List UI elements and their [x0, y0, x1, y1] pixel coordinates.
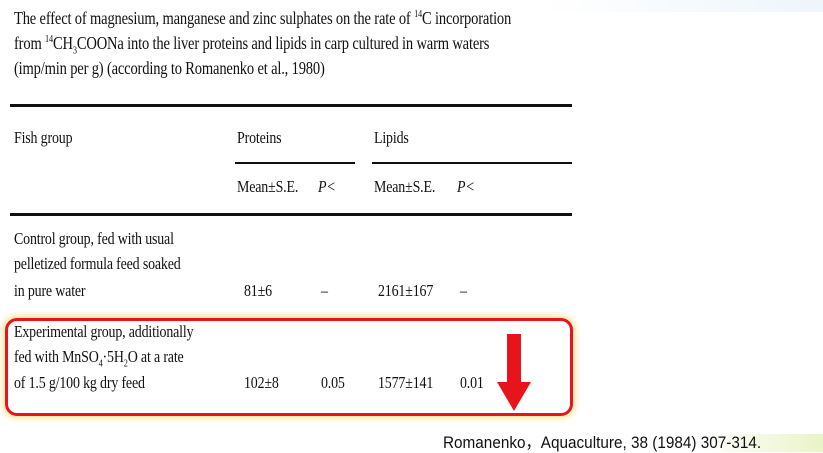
cell-protein-mean: 81±6: [244, 281, 272, 300]
background-tint: [703, 434, 823, 452]
row-group-text: Experimental group, additionally: [14, 322, 194, 341]
table-title-line: The effect of magnesium, manganese and z…: [14, 8, 512, 28]
cell-lipid-mean: 1577±141: [378, 373, 434, 392]
header-fish-group: Fish group: [14, 128, 73, 147]
background-tint: [543, 0, 823, 12]
row-group-text: fed with MnSO4·5H2O at a rate: [14, 347, 184, 370]
top-rule: [10, 104, 572, 107]
highlight-box: [5, 318, 573, 416]
row-group-text: in pure water: [14, 281, 86, 300]
down-arrow-icon: [497, 334, 531, 411]
proteins-rule: [235, 162, 355, 164]
cell-lipid-p: 0.01: [460, 373, 484, 392]
header-lipid-mean: Mean±S.E.: [374, 177, 436, 196]
cell-lipid-p: –: [460, 281, 467, 300]
header-rule: [10, 213, 572, 216]
header-proteins: Proteins: [237, 128, 282, 147]
header-lipid-p: P<: [457, 177, 475, 196]
header-protein-mean: Mean±S.E.: [237, 177, 299, 196]
table-title-line: (imp/min per g) (according to Romanenko …: [14, 58, 325, 78]
citation: Romanenko，Aquaculture, 38 (1984) 307-314…: [443, 433, 762, 452]
row-group-text: pelletized formula feed soaked: [14, 254, 181, 273]
header-lipids: Lipids: [374, 128, 409, 147]
table-title-line: from 14CH3COONa into the liver proteins …: [14, 33, 490, 57]
cell-protein-mean: 102±8: [244, 373, 279, 392]
header-protein-p: P<: [318, 177, 336, 196]
row-group-text: Control group, fed with usual: [14, 229, 174, 248]
cell-protein-p: 0.05: [321, 373, 345, 392]
cell-lipid-mean: 2161±167: [378, 281, 434, 300]
row-group-text: of 1.5 g/100 kg dry feed: [14, 373, 145, 392]
lipids-rule: [372, 162, 572, 164]
cell-protein-p: –: [321, 281, 328, 300]
